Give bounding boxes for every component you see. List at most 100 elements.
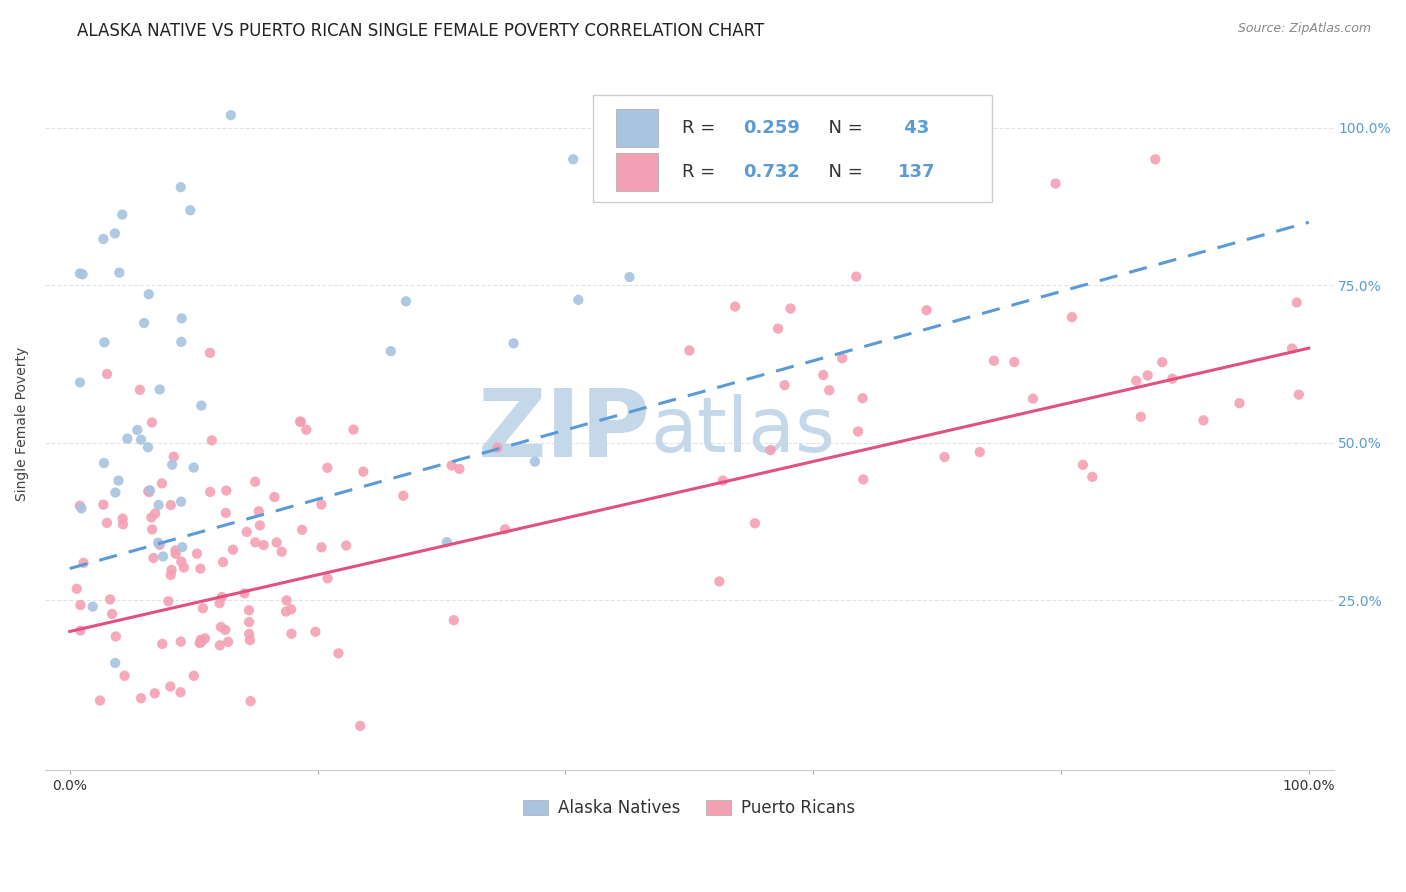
Point bbox=[69, 376, 91, 390]
Point bbox=[619, 270, 641, 285]
Point bbox=[335, 538, 357, 552]
Point bbox=[157, 594, 180, 608]
Point bbox=[201, 434, 224, 448]
Point bbox=[150, 637, 173, 651]
Point bbox=[170, 634, 193, 648]
Point bbox=[190, 632, 212, 647]
Point bbox=[127, 423, 149, 437]
Point bbox=[138, 287, 160, 301]
Point bbox=[247, 504, 270, 518]
Point bbox=[143, 507, 166, 521]
Point bbox=[249, 518, 271, 533]
Point bbox=[238, 615, 260, 629]
Point bbox=[159, 680, 181, 694]
Point bbox=[190, 399, 212, 413]
Text: R =: R = bbox=[682, 119, 720, 137]
Point bbox=[1288, 387, 1310, 401]
Point bbox=[117, 432, 139, 446]
Point bbox=[141, 523, 163, 537]
Point bbox=[132, 316, 155, 330]
Point bbox=[395, 294, 418, 309]
Text: atlas: atlas bbox=[651, 393, 835, 467]
Point bbox=[295, 423, 318, 437]
Point bbox=[104, 630, 127, 644]
Point bbox=[98, 592, 121, 607]
Point bbox=[209, 620, 232, 634]
Point bbox=[276, 593, 298, 607]
Text: 0.732: 0.732 bbox=[744, 163, 800, 181]
Point bbox=[129, 691, 152, 706]
Point bbox=[93, 498, 115, 512]
Point bbox=[818, 383, 841, 397]
Point bbox=[266, 535, 288, 549]
Point bbox=[141, 510, 163, 524]
Point bbox=[138, 485, 160, 500]
Point bbox=[1192, 413, 1215, 427]
Point bbox=[160, 458, 183, 472]
Point bbox=[813, 368, 835, 382]
Point bbox=[852, 473, 875, 487]
Point bbox=[678, 343, 700, 358]
Point bbox=[208, 638, 231, 652]
Point bbox=[69, 499, 91, 513]
Point bbox=[169, 685, 191, 699]
Point bbox=[759, 443, 782, 458]
Point bbox=[1144, 153, 1167, 167]
Point bbox=[190, 562, 212, 576]
Point bbox=[198, 346, 221, 360]
Point bbox=[82, 599, 104, 614]
Point bbox=[69, 267, 91, 281]
Point bbox=[328, 646, 350, 660]
Point bbox=[72, 556, 94, 570]
Point bbox=[159, 498, 181, 512]
Point bbox=[93, 456, 115, 470]
Point bbox=[766, 321, 789, 335]
Point bbox=[1081, 470, 1104, 484]
Point bbox=[214, 623, 236, 637]
Point bbox=[188, 636, 211, 650]
Point bbox=[72, 268, 94, 282]
Point bbox=[253, 538, 276, 552]
Point bbox=[215, 506, 238, 520]
Point bbox=[274, 605, 297, 619]
Point bbox=[179, 203, 201, 218]
Point bbox=[108, 266, 131, 280]
Point bbox=[104, 485, 127, 500]
Point bbox=[149, 383, 172, 397]
Point bbox=[311, 498, 333, 512]
Point bbox=[245, 535, 267, 549]
Point bbox=[711, 474, 734, 488]
Point bbox=[129, 433, 152, 447]
Point bbox=[159, 568, 181, 582]
Point bbox=[170, 555, 193, 569]
Text: 0.259: 0.259 bbox=[744, 119, 800, 137]
Point bbox=[1152, 355, 1174, 369]
Point bbox=[744, 516, 766, 531]
Point bbox=[845, 269, 868, 284]
Point bbox=[96, 516, 118, 530]
Point bbox=[149, 538, 172, 552]
Point bbox=[243, 475, 266, 489]
Point bbox=[111, 208, 134, 222]
Point bbox=[392, 489, 415, 503]
Point bbox=[1071, 458, 1094, 472]
Point bbox=[69, 598, 91, 612]
Point bbox=[160, 563, 183, 577]
Point bbox=[198, 484, 221, 499]
Point bbox=[141, 416, 163, 430]
Point bbox=[172, 540, 194, 554]
Point bbox=[139, 483, 162, 497]
Point bbox=[280, 626, 302, 640]
Point bbox=[934, 450, 956, 464]
Point bbox=[831, 351, 853, 366]
Bar bbox=[616, 109, 658, 146]
Point bbox=[238, 603, 260, 617]
Point bbox=[238, 627, 260, 641]
Point bbox=[342, 423, 364, 437]
Point bbox=[280, 602, 302, 616]
Text: 43: 43 bbox=[898, 119, 929, 137]
Point bbox=[1125, 374, 1147, 388]
Point bbox=[70, 501, 93, 516]
Point bbox=[170, 180, 193, 194]
Point bbox=[136, 440, 159, 454]
